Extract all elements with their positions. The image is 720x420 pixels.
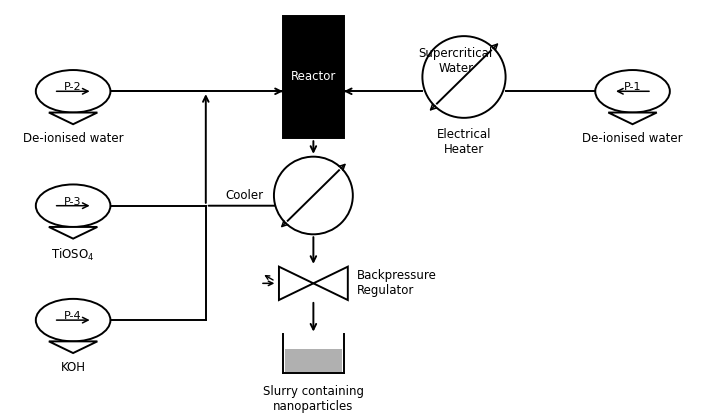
Circle shape (595, 70, 670, 113)
Bar (283, 16, 344, 138)
Ellipse shape (423, 36, 505, 118)
Text: Supercritical
Water: Supercritical Water (418, 47, 492, 75)
Polygon shape (279, 267, 313, 300)
Polygon shape (313, 267, 348, 300)
Polygon shape (49, 341, 97, 353)
Circle shape (36, 299, 110, 341)
Circle shape (36, 184, 110, 227)
Circle shape (36, 70, 110, 113)
Bar (285, 349, 342, 372)
Text: P-1: P-1 (624, 82, 642, 92)
Polygon shape (49, 113, 97, 124)
Text: TiOSO$_4$: TiOSO$_4$ (51, 247, 95, 263)
Text: Cooler: Cooler (225, 189, 264, 202)
Text: P-2: P-2 (64, 82, 82, 92)
Text: Reactor: Reactor (291, 71, 336, 84)
Text: De-ionised water: De-ionised water (582, 132, 683, 145)
Polygon shape (49, 227, 97, 239)
Text: Electrical
Heater: Electrical Heater (437, 128, 491, 156)
Text: De-ionised water: De-ionised water (23, 132, 123, 145)
Ellipse shape (274, 157, 353, 234)
Polygon shape (608, 113, 657, 124)
Text: KOH: KOH (60, 361, 86, 374)
Text: Slurry containing
nanoparticles: Slurry containing nanoparticles (263, 386, 364, 414)
Text: Backpressure
Regulator: Backpressure Regulator (356, 269, 436, 297)
Text: P-3: P-3 (64, 197, 82, 207)
Text: P-4: P-4 (64, 311, 82, 321)
